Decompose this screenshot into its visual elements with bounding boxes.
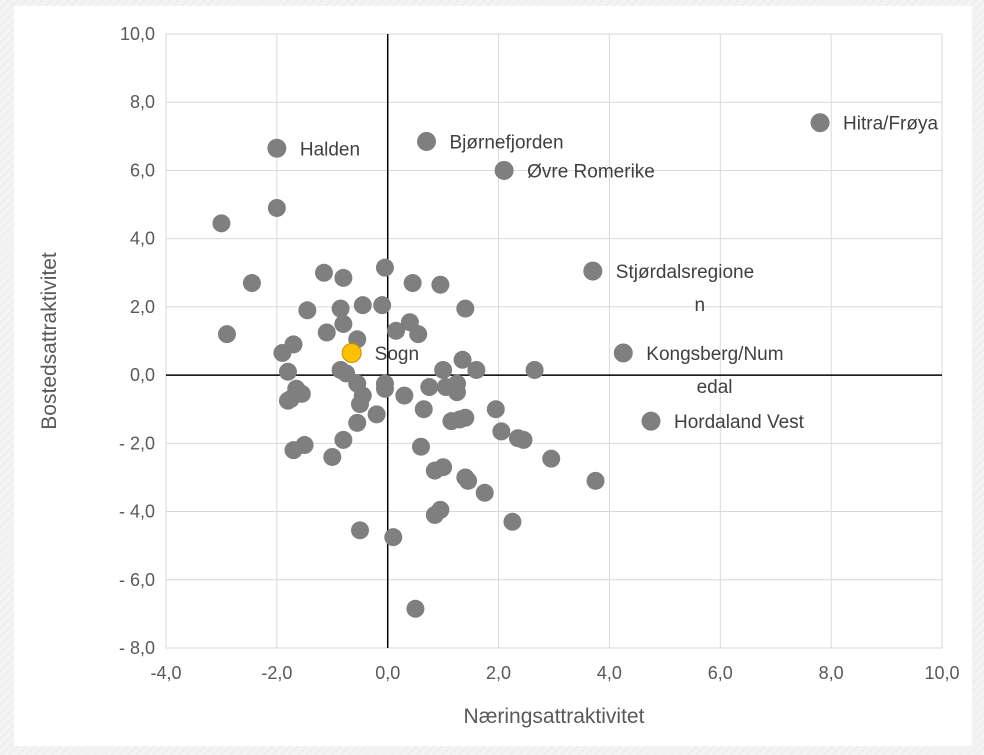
data-point [467,360,486,379]
labeled-data-point [583,261,603,281]
data-point [351,521,369,540]
data-point [492,422,511,441]
x-tick-labels: -4,0 -2,0 0,0 2,0 4,0 6,0 8,0 10,0 [150,663,959,683]
x-axis-title: Næringsattraktivitet [464,705,645,728]
data-point [292,384,311,403]
data-point [334,430,353,449]
data-point [323,447,342,466]
data-point [284,441,303,460]
data-point [331,299,350,318]
data-point [503,512,522,531]
data-point [353,296,372,315]
data-point [284,335,303,354]
x-tick-label: 8,0 [819,663,844,683]
data-point [448,383,466,402]
x-tick-label: -2,0 [261,663,292,683]
data-point [375,258,394,277]
y-tick-label: - 8,0 [119,638,155,658]
labeled-data-point [613,343,633,363]
labeled-data-point [641,411,661,431]
data-point [459,471,478,490]
data-points [212,198,605,618]
y-tick-label: 8,0 [130,92,155,112]
data-point [395,386,414,405]
data-point [375,379,394,398]
scatter-chart: -4,0 -2,0 0,0 2,0 4,0 6,0 8,0 10,0 10,0 8,0 6,0 4,… [38,24,960,728]
y-tick-label: 2,0 [130,297,155,317]
point-label: Øvre Romerike [527,161,655,182]
y-tick-label: - 2,0 [119,433,155,453]
y-tick-label: 0,0 [130,365,155,385]
x-tick-label: 6,0 [708,663,733,683]
x-tick-label: 0,0 [375,663,400,683]
data-point [351,395,369,414]
data-point [542,449,561,468]
data-point [317,323,336,342]
point-label: Halden [300,139,360,160]
data-point [384,528,403,547]
data-point [334,314,353,333]
labeled-data-point [810,113,830,133]
point-label: Kongsberg/Num [646,344,783,365]
data-point [403,274,422,293]
x-tick-label: -4,0 [150,663,181,683]
x-tick-label: 10,0 [924,663,959,683]
highlighted-data-point [341,342,362,363]
data-point [486,400,505,419]
data-point [475,483,494,502]
point-label: n [695,295,706,316]
y-tick-label: 10,0 [120,24,155,44]
data-point [267,198,286,217]
y-tick-label: 6,0 [130,160,155,180]
data-point [373,296,392,315]
data-point [242,274,261,293]
x-tick-label: 2,0 [486,663,511,683]
data-point [314,263,333,282]
data-point [414,400,433,419]
data-point [420,378,439,397]
data-point [456,408,475,427]
labeled-data-point [417,131,437,151]
data-point [434,360,453,379]
point-label: edal [697,377,733,398]
data-point [298,301,317,320]
labeled-points: Hitra/Frøya Halden Bjørnefjorden Øvre Romer… [267,113,938,433]
data-point [348,413,367,432]
data-point [387,321,406,340]
y-tick-labels: 10,0 8,0 6,0 4,0 2,0 0,0 - 2,0 - 4,0 - 6,0 - 8,0 [119,24,155,658]
point-label: Hitra/Frøya [843,114,938,135]
data-point [411,437,430,456]
point-label: Hordaland Vest [674,412,805,433]
data-point [514,430,533,449]
y-axis-title: Bostedsattraktivitet [38,252,61,430]
labeled-data-point [494,160,514,180]
point-label: Sogn [375,344,419,365]
y-tick-label: 4,0 [130,229,155,249]
data-point [586,471,605,490]
data-point [367,405,386,424]
data-point [217,325,236,344]
data-point [431,500,450,519]
point-label: Stjørdalsregione [616,262,754,283]
data-point [278,362,297,381]
data-point [456,299,475,318]
labeled-data-point [267,138,287,158]
data-point [406,599,425,618]
x-tick-label: 4,0 [597,663,622,683]
y-tick-label: - 4,0 [119,502,155,522]
data-point [212,214,231,233]
data-point [409,325,428,344]
data-point [525,360,544,379]
y-tick-label: - 6,0 [119,570,155,590]
chart-panel: -4,0 -2,0 0,0 2,0 4,0 6,0 8,0 10,0 10,0 8,0 6,0 4,… [14,6,972,746]
data-point [453,350,472,369]
data-point [434,458,453,477]
data-point [431,275,450,294]
point-label: Bjørnefjorden [450,132,564,153]
data-point [334,268,353,287]
